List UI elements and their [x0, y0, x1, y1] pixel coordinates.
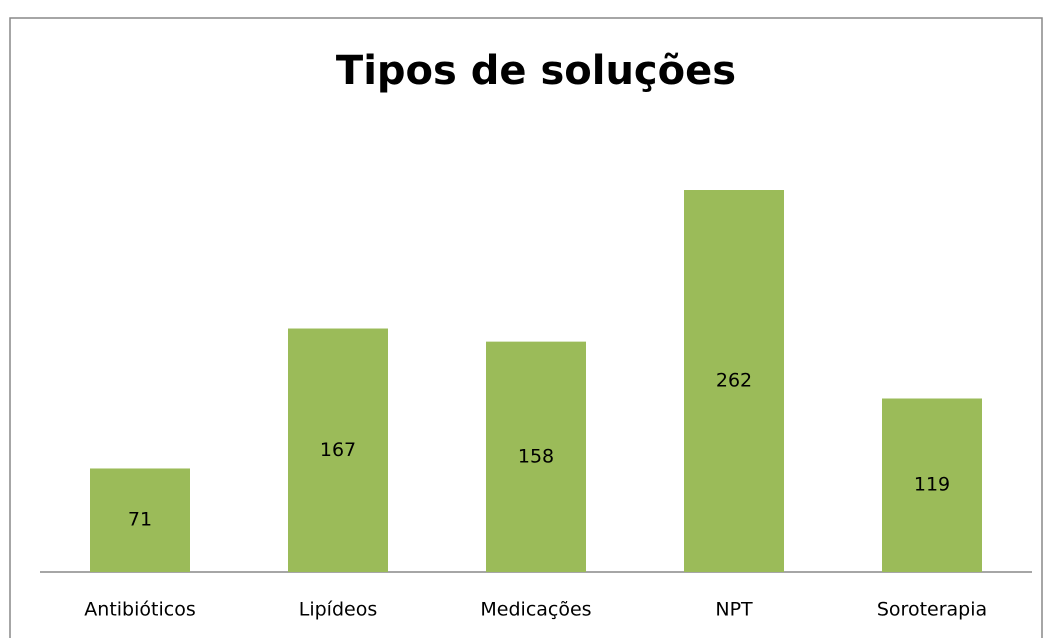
chart-title: Tipos de soluções: [336, 48, 736, 94]
x-tick-label: Medicações: [480, 599, 591, 621]
x-tick-label: Lipídeos: [299, 599, 377, 621]
data-label: 119: [914, 474, 950, 496]
data-label: 158: [518, 445, 554, 467]
bar: [684, 190, 784, 572]
bar: [882, 398, 982, 572]
x-tick-label: NPT: [715, 599, 753, 621]
x-tick-label: Antibióticos: [84, 599, 195, 621]
bar: [90, 468, 190, 572]
bar: [486, 341, 586, 572]
data-label: 71: [128, 509, 152, 531]
x-tick-label: Soroterapia: [877, 599, 987, 621]
data-label: 262: [716, 370, 752, 392]
data-label: 167: [320, 439, 356, 461]
bar: [288, 328, 388, 572]
